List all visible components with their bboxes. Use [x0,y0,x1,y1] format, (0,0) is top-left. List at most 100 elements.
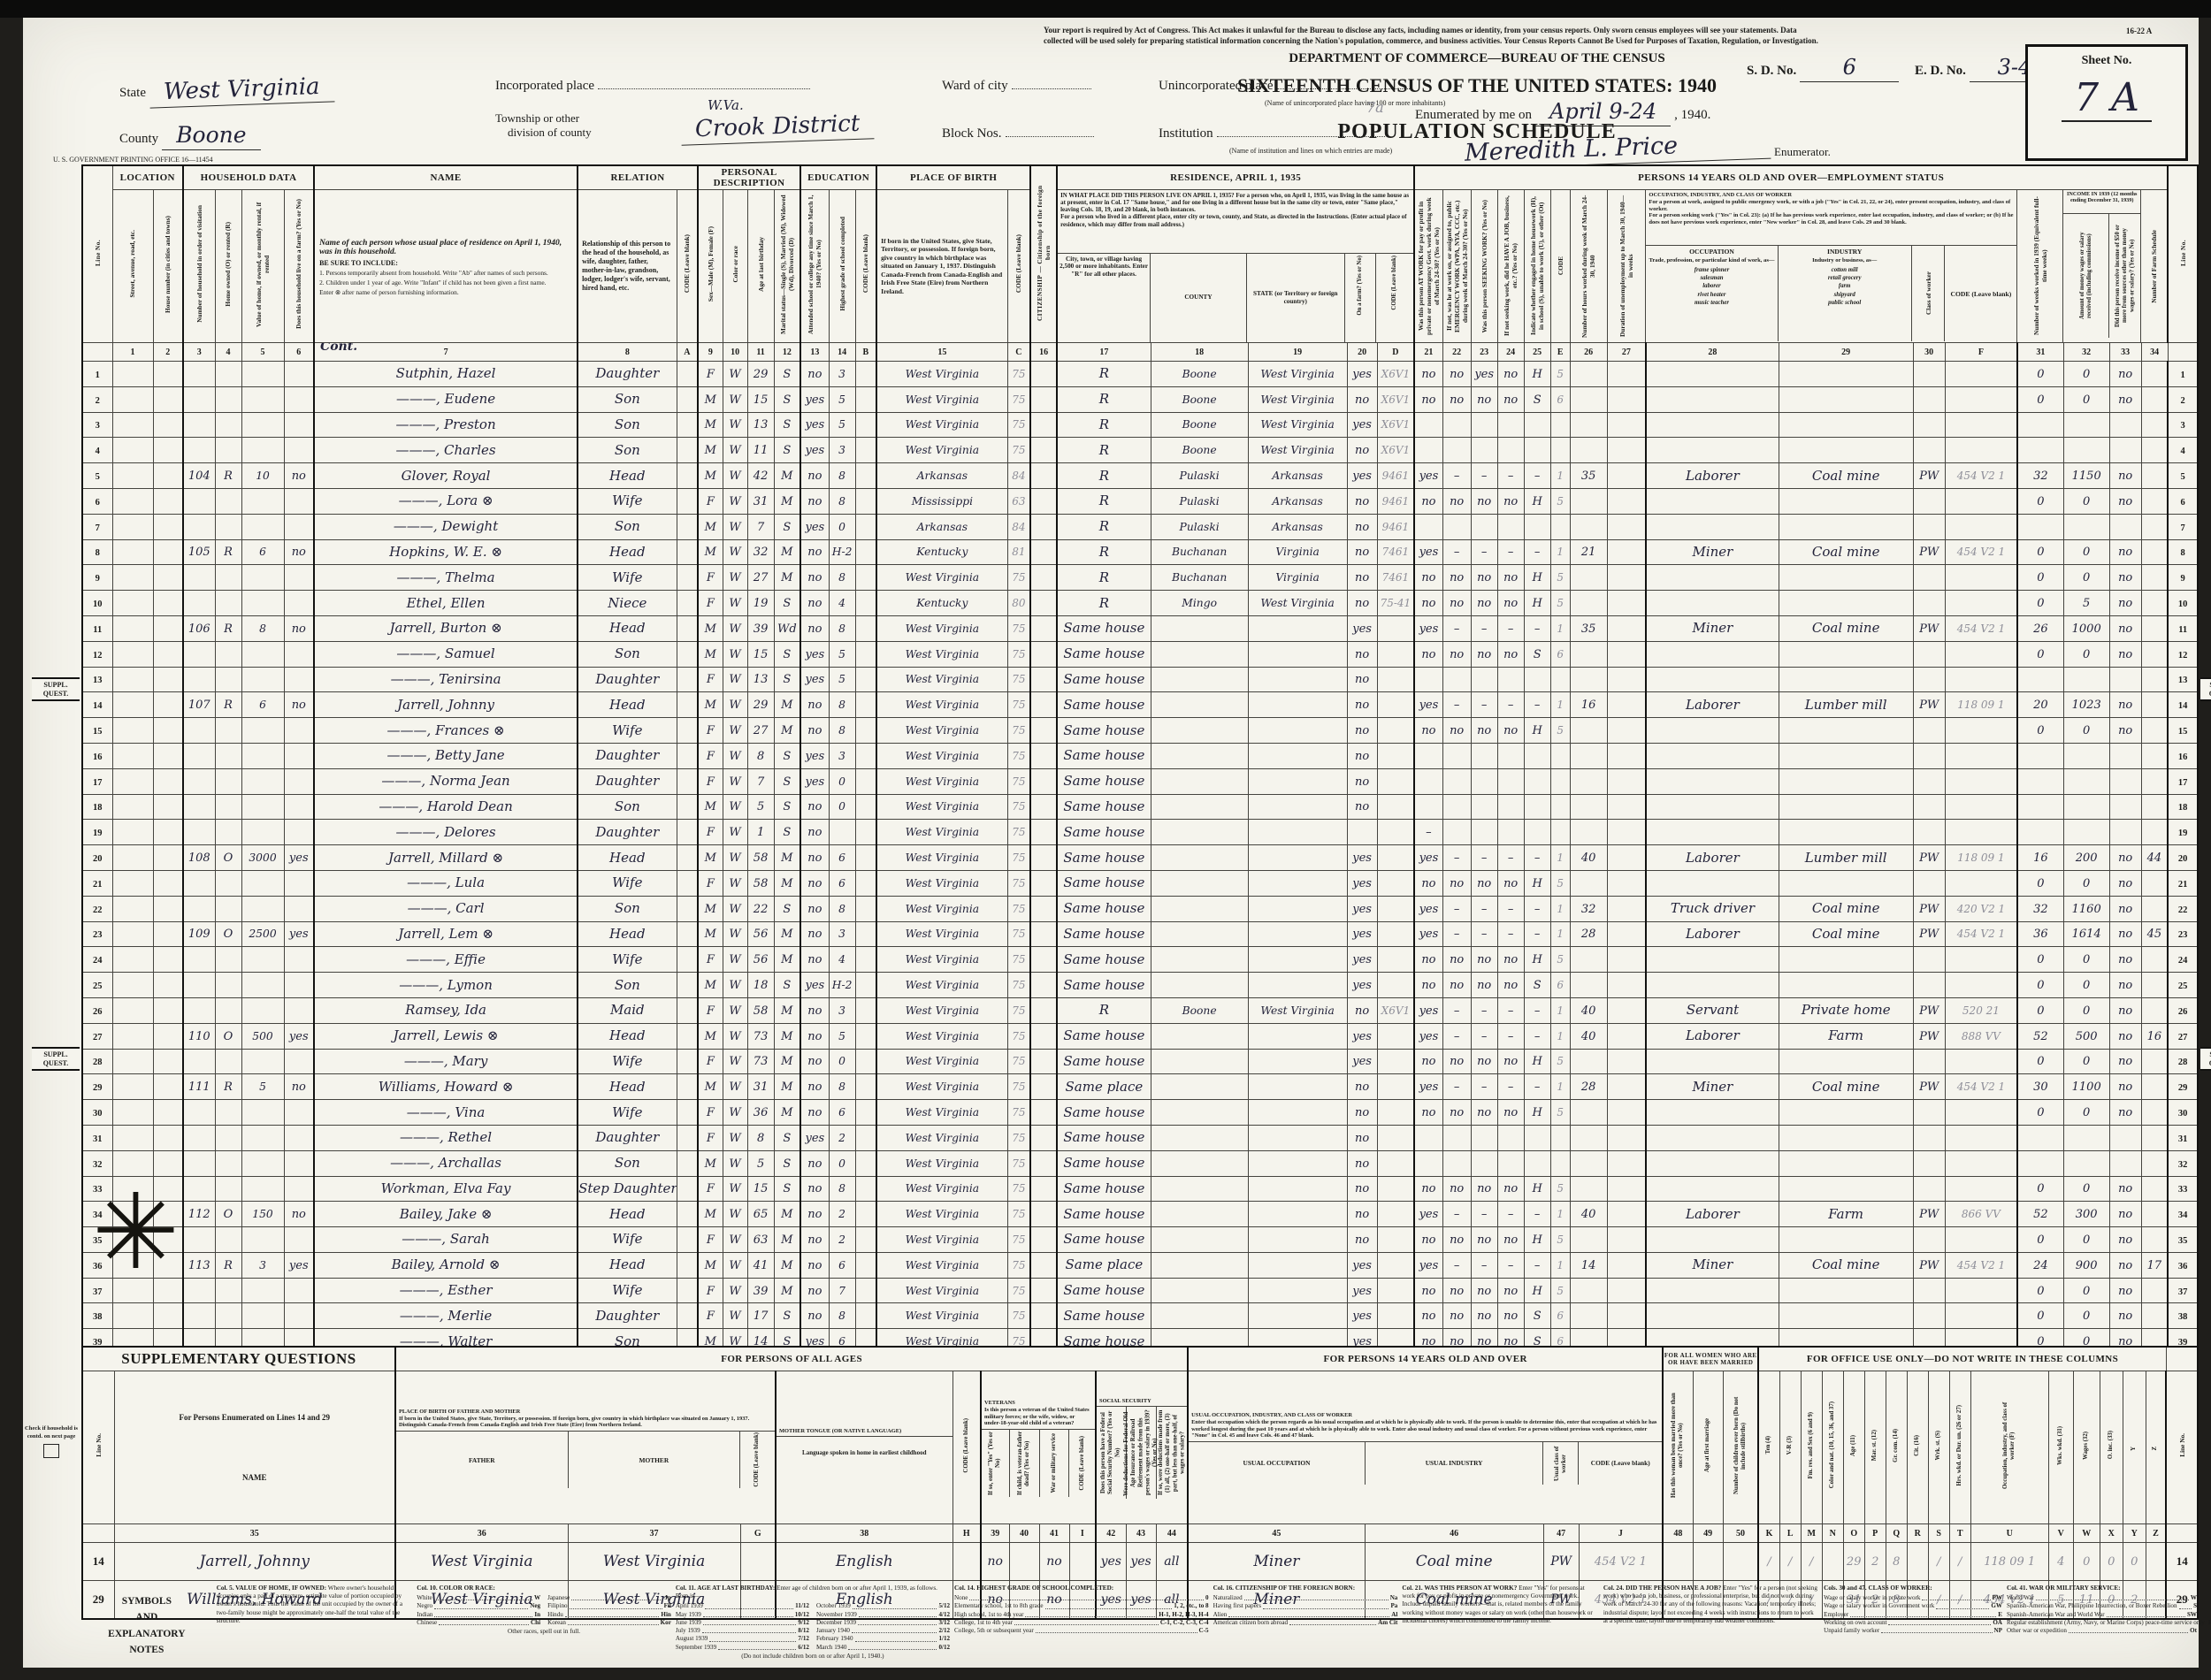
cell [283,1302,315,1330]
cell: West Virginia [876,640,1008,668]
element: 75 [1012,1131,1026,1144]
cell: West Virginia [394,1542,569,1581]
element: – [1453,1029,1460,1043]
element: Head [609,620,646,637]
cell: W [722,767,748,795]
element: W [729,1055,741,1069]
element: 5 [1557,1284,1564,1297]
element: 4 [2057,1555,2065,1569]
cell: – [1442,615,1472,642]
element: no [807,1004,822,1018]
element: 75 [1012,800,1026,813]
element: 75 [1012,1233,1026,1246]
cell: 0 [828,513,856,540]
element: Head [609,543,646,560]
element: Wife [612,951,643,967]
cell [283,869,315,897]
element: ———, Eudene [395,391,496,408]
cell [182,1302,216,1330]
cell [1645,869,1779,897]
cell: yes [1346,946,1378,974]
cell: 900 [2062,1251,2110,1279]
cell: 7 [2167,513,2199,540]
element: 7461 [1381,546,1410,559]
element: 454 V2 1 [1956,1258,2006,1271]
element: Son [614,416,640,432]
cell: 454 V2 1 [1578,1542,1664,1581]
cell [182,1175,216,1203]
element: USUAL OCCUPATION, INDUSTRY, AND CLASS OF… [1190,1410,1663,1442]
element: Does this person have a Federal Social S… [1098,1407,1187,1500]
cell [1523,437,1551,464]
element: 75 [1012,673,1026,686]
block-field: Block Nos. [942,126,1094,141]
cell: 5 [1549,361,1571,387]
element: no [1046,1554,1062,1569]
cell: 10 [2167,590,2199,616]
cell: no [799,487,830,515]
cell: E [1549,342,1571,362]
cell: no [799,1073,830,1101]
cell: 3000 [241,844,285,871]
cell: no [799,844,830,871]
element: / [1767,1593,1771,1607]
cell [1912,1124,1946,1151]
element: W [729,699,741,713]
element: 15 [93,727,103,737]
cell: 3 [241,1251,285,1279]
cell: 3 [828,437,856,464]
element: 56 [753,928,769,942]
element: 11/12 [795,1602,809,1610]
element: S [783,393,792,407]
element: S [783,1310,792,1324]
element: yes [288,928,309,942]
cell: 48 [1662,1523,1694,1543]
element [1881,1627,1993,1634]
element: no [987,1554,1003,1569]
cell: Same house [1056,1201,1151,1228]
cell: Y [2122,1371,2146,1524]
element: yes [1100,1592,1121,1607]
element: Z [2152,1447,2159,1451]
cell [2108,793,2142,821]
element: Indicate whether engaged in home housewo… [1525,190,1551,342]
cell [1029,411,1058,439]
cell: M [773,487,801,515]
element: M [781,928,793,942]
cell: PW [1912,997,1946,1024]
element: White [417,1594,432,1602]
element: 22 [93,905,103,915]
cell: 29 [2165,1580,2199,1620]
cell: yes [799,1124,830,1151]
cell: 22 [1442,342,1472,362]
element: Head [609,1027,646,1044]
element: 14 [2176,1554,2188,1568]
element: 36 [753,1106,769,1119]
cell: 30 [2016,1073,2064,1101]
element: Was this person AT WORK for pay or profi… [1416,190,2167,342]
cell: R [1056,997,1151,1024]
cell [283,386,315,413]
element: Same house [1063,1205,1145,1222]
cell [152,819,184,846]
cell: 8 [828,1302,856,1330]
cell: yes [1413,1201,1443,1228]
element: 75 [1012,1258,1026,1271]
cell [152,615,184,642]
element: 24 [2033,1258,2048,1272]
cell [1150,666,1249,693]
cell: 8 [828,615,856,642]
element: 40 [1580,851,1596,866]
element: M [704,1157,716,1171]
cell: PW [1912,920,1946,948]
element: W [729,1182,741,1196]
cell [1944,946,2018,974]
element: W [729,724,741,738]
cell: A [676,342,699,362]
cell: no [1496,1099,1525,1126]
element: no [1355,1106,1370,1119]
cell [1376,640,1415,668]
cell [1778,819,1914,846]
